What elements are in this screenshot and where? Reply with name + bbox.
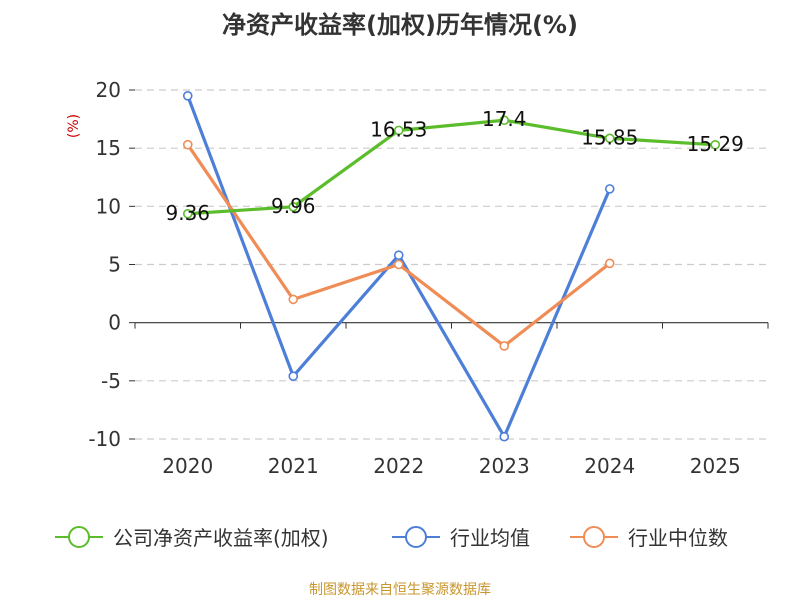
data-label: 17.4 [482,107,527,131]
y-tick-label: -5 [101,369,121,393]
data-label: 9.36 [165,201,210,225]
data-point [604,258,615,269]
data-point [182,208,193,219]
data-point [710,139,721,150]
data-point [182,91,193,101]
y-tick-label: 20 [96,78,121,102]
data-label: 9.96 [271,194,316,218]
y-axis-unit-label: (%) [66,114,82,138]
x-tick-label: 2020 [162,454,213,478]
y-tick-label: 5 [108,253,121,277]
data-point [182,139,193,150]
data-point [499,431,510,442]
data-label: 15.29 [687,132,744,156]
data-label: 15.85 [581,125,638,149]
data-point [393,250,404,260]
series-line [186,143,611,348]
legend-marker [583,526,605,548]
data-point [393,259,404,270]
x-tick-label: 2023 [479,454,530,478]
legend-label: 行业均值 [450,526,530,550]
x-tick-label: 2025 [690,454,741,478]
legend-marker [68,526,90,548]
legend-marker [405,526,427,548]
data-point [393,125,404,136]
data-point [604,184,615,194]
data-point [499,341,510,351]
x-tick-label: 2024 [584,454,635,478]
source-note: 制图数据来自恒生聚源数据库 [309,582,491,598]
y-tick-label: 10 [96,194,121,218]
chart-title: 净资产收益率(加权)历年情况(%) [222,11,578,39]
legend-label: 公司净资产收益率(加权) [113,526,329,550]
data-point [288,371,299,381]
x-tick-label: 2021 [268,454,319,478]
data-point [288,294,299,305]
data-label: 16.53 [370,117,427,141]
legend-label: 行业中位数 [628,526,728,550]
y-tick-label: 15 [96,136,121,160]
y-tick-label: -10 [88,427,121,451]
series-line [187,118,716,216]
x-tick-label: 2022 [373,454,424,478]
data-point [604,133,615,144]
y-tick-label: 0 [108,311,121,335]
data-point [499,115,510,126]
data-point [288,201,299,212]
